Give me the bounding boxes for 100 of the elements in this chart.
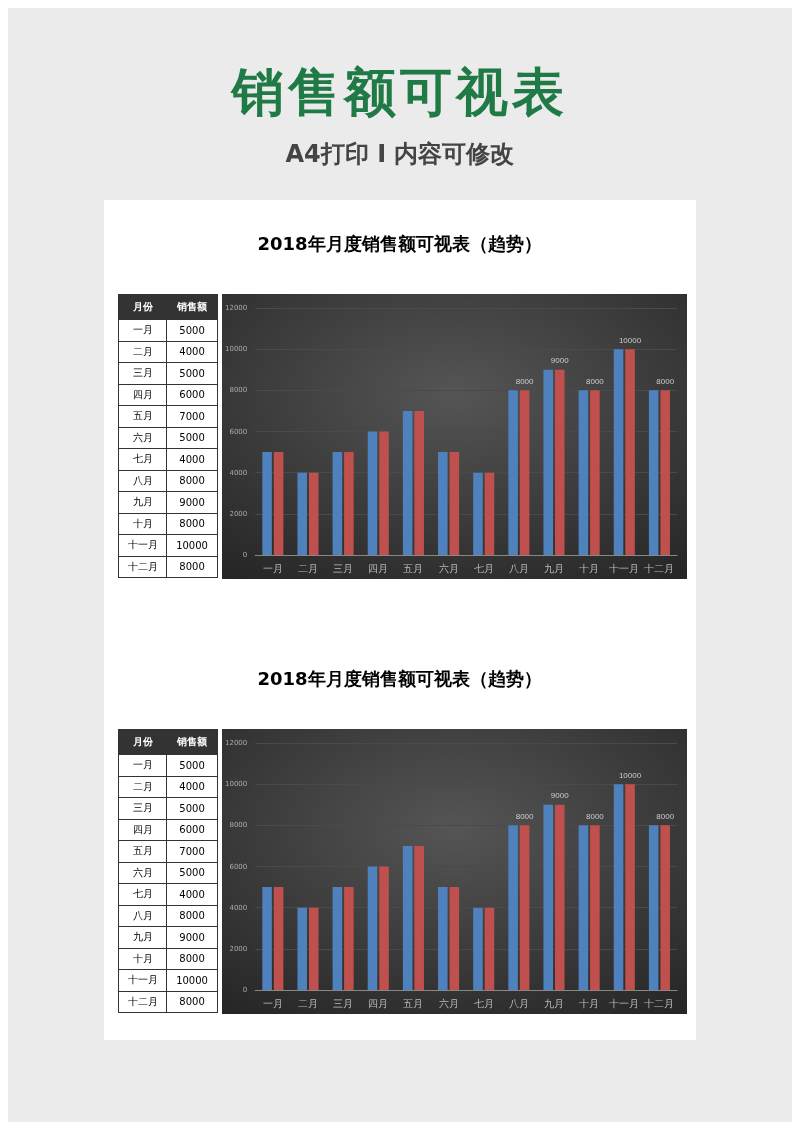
data-label: 5000 xyxy=(166,754,218,776)
x-tick-label: 八月 xyxy=(508,562,529,574)
chart-title: 2018年月度销售额可视表（趋势） xyxy=(256,667,543,691)
category-label: 四月 xyxy=(118,384,167,406)
bar xyxy=(554,804,565,990)
x-tick-label: 七月 xyxy=(473,562,494,574)
data-label: 5000 xyxy=(166,362,218,384)
bar xyxy=(484,472,495,555)
chart-title: 2018年月度销售额可视表（趋势） xyxy=(256,232,543,256)
bar xyxy=(332,452,343,555)
category-label: 七月 xyxy=(118,448,167,470)
category-label: 九月 xyxy=(118,926,167,948)
x-tick-label: 十月 xyxy=(579,562,600,574)
data-label: 8000 xyxy=(585,811,605,821)
bar xyxy=(438,452,448,555)
x-tick-label: 七月 xyxy=(473,997,494,1009)
bar xyxy=(590,825,600,990)
bar xyxy=(297,472,308,555)
data-label: 10000 xyxy=(618,770,642,780)
x-tick-label: 五月 xyxy=(403,997,424,1009)
x-tick-label: 十二月 xyxy=(644,562,675,574)
bar xyxy=(344,452,354,555)
data-label: 9000 xyxy=(550,791,570,801)
data-label: 4000 xyxy=(166,448,218,470)
x-tick-label: 五月 xyxy=(403,562,424,574)
x-tick-label: 三月 xyxy=(333,997,354,1009)
category-label: 二月 xyxy=(118,341,167,363)
x-tick-label: 十月 xyxy=(579,997,600,1009)
data-label: 9000 xyxy=(166,926,218,948)
category-label: 十月 xyxy=(118,513,167,535)
text: 销售额可视表 xyxy=(229,61,569,124)
x-tick-label: 十一月 xyxy=(609,562,640,574)
x-tick-label: 四月 xyxy=(368,997,389,1009)
bar xyxy=(308,907,319,990)
x-tick-label: 八月 xyxy=(508,997,529,1009)
data-label: 10000 xyxy=(166,534,218,556)
bar xyxy=(578,390,589,555)
text: A4打印 I 内容可修改 xyxy=(284,139,516,170)
bar xyxy=(613,784,624,990)
x-tick-label: 一月 xyxy=(262,997,283,1009)
data-label: 8000 xyxy=(585,376,605,386)
category-label: 二月 xyxy=(118,776,167,798)
x-tick-label: 三月 xyxy=(333,562,354,574)
x-tick-label: 一月 xyxy=(262,562,283,574)
text: 月份 xyxy=(118,294,167,320)
data-label: 8000 xyxy=(166,948,218,970)
bar xyxy=(473,472,483,555)
category-label: 七月 xyxy=(118,883,167,905)
bar xyxy=(660,825,670,990)
x-tick-label: 十一月 xyxy=(609,997,640,1009)
bar xyxy=(543,804,554,990)
bar xyxy=(590,390,600,555)
bar xyxy=(519,825,530,990)
bar xyxy=(519,390,530,555)
bar xyxy=(402,410,413,555)
x-tick-label: 四月 xyxy=(368,562,389,574)
category-label: 六月 xyxy=(118,862,167,884)
x-tick-label: 九月 xyxy=(543,562,564,574)
category-label: 四月 xyxy=(118,819,167,841)
bar xyxy=(473,907,483,990)
bar xyxy=(262,452,272,555)
data-label: 9000 xyxy=(166,491,218,513)
data-label: 8000 xyxy=(515,376,535,386)
category-label: 五月 xyxy=(118,405,167,427)
data-label: 6000 xyxy=(166,819,218,841)
bar xyxy=(402,845,413,990)
category-label: 九月 xyxy=(118,491,167,513)
bar xyxy=(332,887,343,990)
bar xyxy=(262,887,272,990)
data-label: 10000 xyxy=(166,969,218,991)
x-tick-label: 六月 xyxy=(438,997,459,1009)
category-label: 三月 xyxy=(118,797,167,819)
bar xyxy=(625,784,635,990)
bar xyxy=(648,390,659,555)
x-tick-label: 九月 xyxy=(543,997,564,1009)
data-label: 4000 xyxy=(166,776,218,798)
bar xyxy=(308,472,319,555)
data-label: 8000 xyxy=(656,376,675,386)
bar xyxy=(508,390,518,555)
data-label: 5000 xyxy=(166,797,218,819)
data-label: 7000 xyxy=(166,405,218,427)
category-label: 十月 xyxy=(118,948,167,970)
data-label: 10000 xyxy=(618,335,642,345)
bar xyxy=(438,887,448,990)
x-tick-label: 六月 xyxy=(438,562,459,574)
data-label: 6000 xyxy=(166,384,218,406)
bar xyxy=(648,825,659,990)
text: 销售额 xyxy=(166,729,218,755)
bar xyxy=(414,410,424,555)
x-tick-label: 二月 xyxy=(297,997,318,1009)
bar xyxy=(273,452,284,555)
category-label: 十一月 xyxy=(118,969,167,991)
bar xyxy=(625,349,635,555)
text: 销售额 xyxy=(166,294,218,320)
data-label: 5000 xyxy=(166,427,218,449)
bar xyxy=(414,845,424,990)
category-label: 一月 xyxy=(118,754,167,776)
bar xyxy=(613,349,624,555)
data-label: 8000 xyxy=(166,991,218,1013)
data-label: 8000 xyxy=(515,811,535,821)
